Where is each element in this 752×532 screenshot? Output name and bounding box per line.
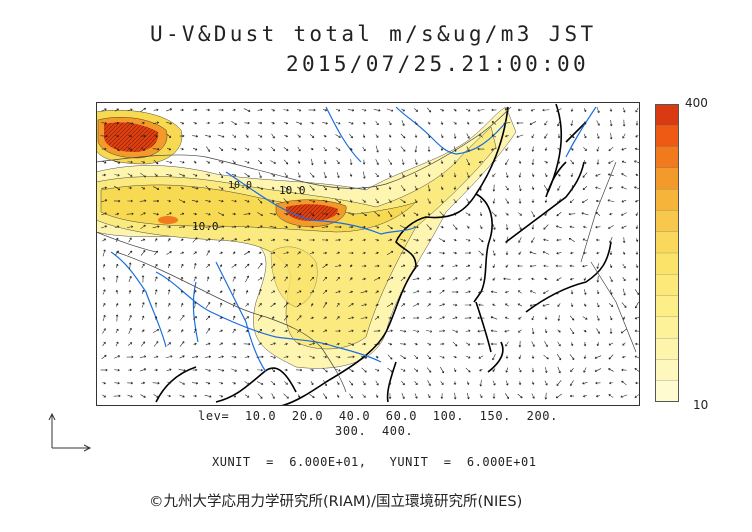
colorbar-cell — [655, 125, 679, 147]
colorbar-cell — [655, 147, 679, 169]
colorbar-cell — [655, 210, 679, 232]
colorbar-cell — [655, 381, 679, 402]
unit-scale-text: XUNIT = 6.000E+01, YUNIT = 6.000E+01 — [212, 455, 536, 469]
colorbar-cell — [655, 168, 679, 190]
colorbar-max-label: 400 — [685, 96, 708, 110]
colorbar-cell — [655, 189, 679, 211]
datetime-label: 2015/07/25.21:00:00 — [286, 52, 589, 76]
colorbar-cell — [655, 317, 679, 339]
contour-label: 10.0 — [279, 184, 306, 197]
contour-label: 10.0 — [228, 180, 252, 191]
colorbar-cell — [655, 104, 679, 126]
contour-label: 10.0 — [192, 220, 219, 233]
colorbar-min-label: 10 — [693, 398, 708, 412]
colorbar-cell — [655, 338, 679, 360]
chart-title: U-V&Dust total m/s&ug/m3 JST — [150, 22, 596, 46]
levels-text: lev= 10.0 20.0 40.0 60.0 100. 150. 200. — [198, 409, 558, 423]
dust-map: 10.0 10.0 10.0 — [96, 102, 640, 406]
colorbar-cell — [655, 274, 679, 296]
colorbar-cell — [655, 253, 679, 275]
colorbar — [655, 104, 679, 402]
colorbar-cell — [655, 359, 679, 381]
levels-text-continued: 300. 400. — [335, 424, 413, 438]
colorbar-cell — [655, 232, 679, 254]
colorbar-cell — [655, 296, 679, 318]
reference-vector-icon — [44, 406, 94, 456]
copyright-text: ©九州大学応用力学研究所(RIAM)/国立環境研究所(NIES) — [149, 490, 522, 511]
